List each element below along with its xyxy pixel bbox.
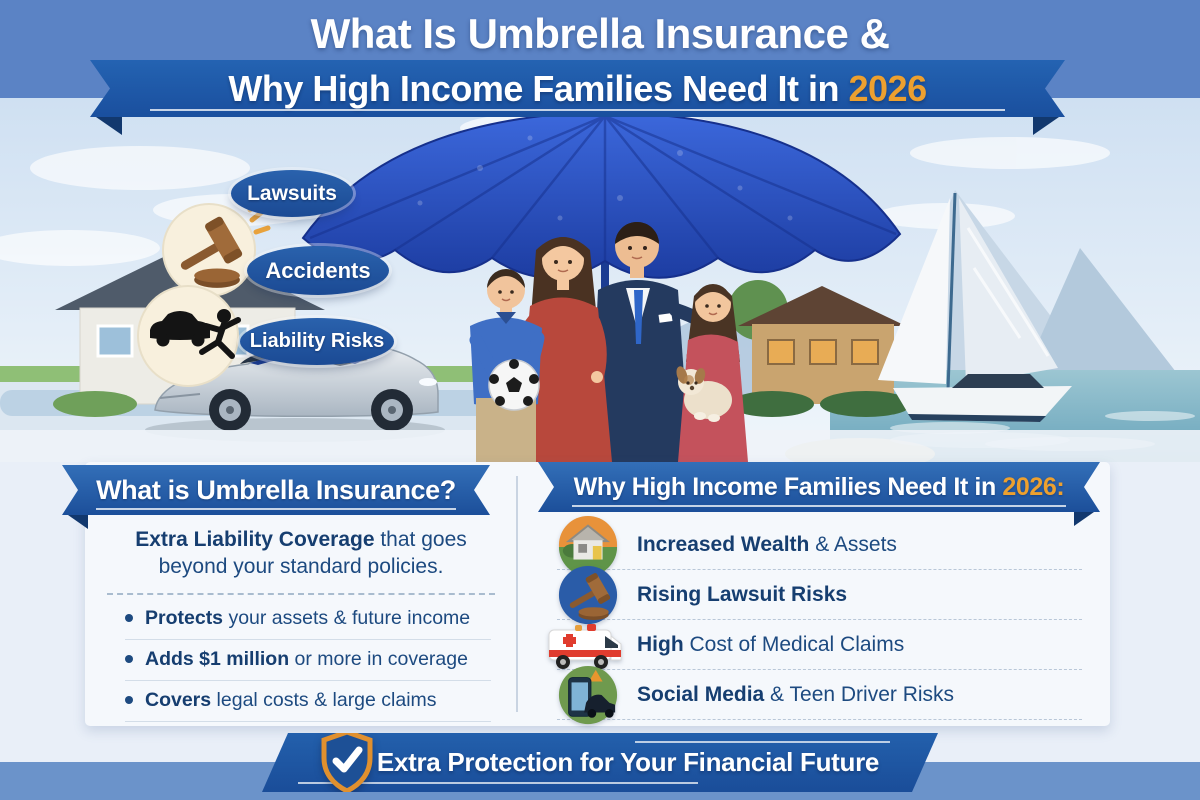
ribbon-underline [96, 508, 456, 510]
header-ribbon: Why High Income Families Need It in 2026 [90, 60, 1065, 135]
ribbon-accent-line [298, 782, 698, 784]
badge-liability-risks: Liability Risks [240, 318, 394, 365]
panel-card: What is Umbrella Insurance? Why High Inc… [85, 462, 1110, 726]
page-subtitle: Why High Income Families Need It in 2026 [228, 67, 927, 109]
bullet-icon [125, 614, 133, 623]
family [469, 222, 748, 462]
year-highlight: 2026 [848, 67, 927, 109]
badge-lawsuits: Lawsuits [231, 170, 353, 217]
list-item: Covers legal costs & large claims [125, 681, 491, 722]
phone-teen-driver-icon [557, 664, 619, 726]
puppy [676, 366, 732, 422]
bullet-icon [125, 655, 133, 664]
list-item: Social Media & Teen Driver Risks [557, 665, 1082, 724]
ribbon-underline [150, 109, 1005, 111]
left-panel-heading: What is Umbrella Insurance? [96, 474, 456, 505]
ribbon-accent-line [635, 741, 890, 743]
footer: Extra Protection for Your Financial Futu… [0, 727, 1200, 800]
badge-accidents: Accidents [247, 246, 389, 295]
list-item: Adds $1 million or more in coverage [125, 640, 491, 681]
content-panels: What is Umbrella Insurance? Why High Inc… [0, 462, 1200, 727]
dashed-divider [107, 592, 495, 595]
right-panel-body: Increased Wealth & Assets [517, 512, 1110, 724]
left-panel-body: Extra Liability Coverage that goes beyon… [85, 512, 517, 722]
house-icon [557, 514, 619, 576]
girl [676, 284, 748, 462]
footer-ribbon: Extra Protection for Your Financial Futu… [262, 733, 938, 792]
right-panel-heading: Why High Income Families Need It in 2026… [573, 472, 1065, 501]
list-item: Increased Wealth & Assets [557, 515, 1082, 576]
ribbon-underline [572, 505, 1066, 507]
list-item: High Cost of Medical Claims [548, 620, 1082, 670]
car-accident-icon [137, 285, 241, 387]
gavel-icon [557, 564, 619, 626]
soccer-ball [488, 359, 540, 411]
list-item: Protects your assets & future income [125, 599, 491, 640]
right-panel-ribbon: Why High Income Families Need It in 2026… [538, 462, 1100, 526]
house-right [728, 280, 912, 417]
footer-banner-text: Extra Protection for Your Financial Futu… [376, 747, 880, 777]
illustration-scene: Lawsuits Accidents Liability Risks [0, 98, 1200, 462]
shield-check-icon [318, 728, 376, 796]
bullet-icon [125, 696, 133, 705]
sailboat [878, 192, 1072, 448]
vertical-divider [516, 476, 518, 712]
left-panel-ribbon: What is Umbrella Insurance? [62, 465, 490, 529]
intro-text: Extra Liability Coverage that goes beyon… [135, 528, 467, 579]
benefit-list: Protects your assets & future income Add… [125, 599, 491, 722]
ambulance-icon [548, 614, 622, 676]
list-item: Rising Lawsuit Risks [557, 565, 1082, 624]
scene-artwork [0, 98, 1200, 462]
page-title: What Is Umbrella Insurance & [310, 10, 890, 57]
boy [469, 269, 545, 462]
year-highlight: 2026: [1002, 472, 1065, 501]
header: What Is Umbrella Insurance & Why High In… [0, 0, 1200, 135]
